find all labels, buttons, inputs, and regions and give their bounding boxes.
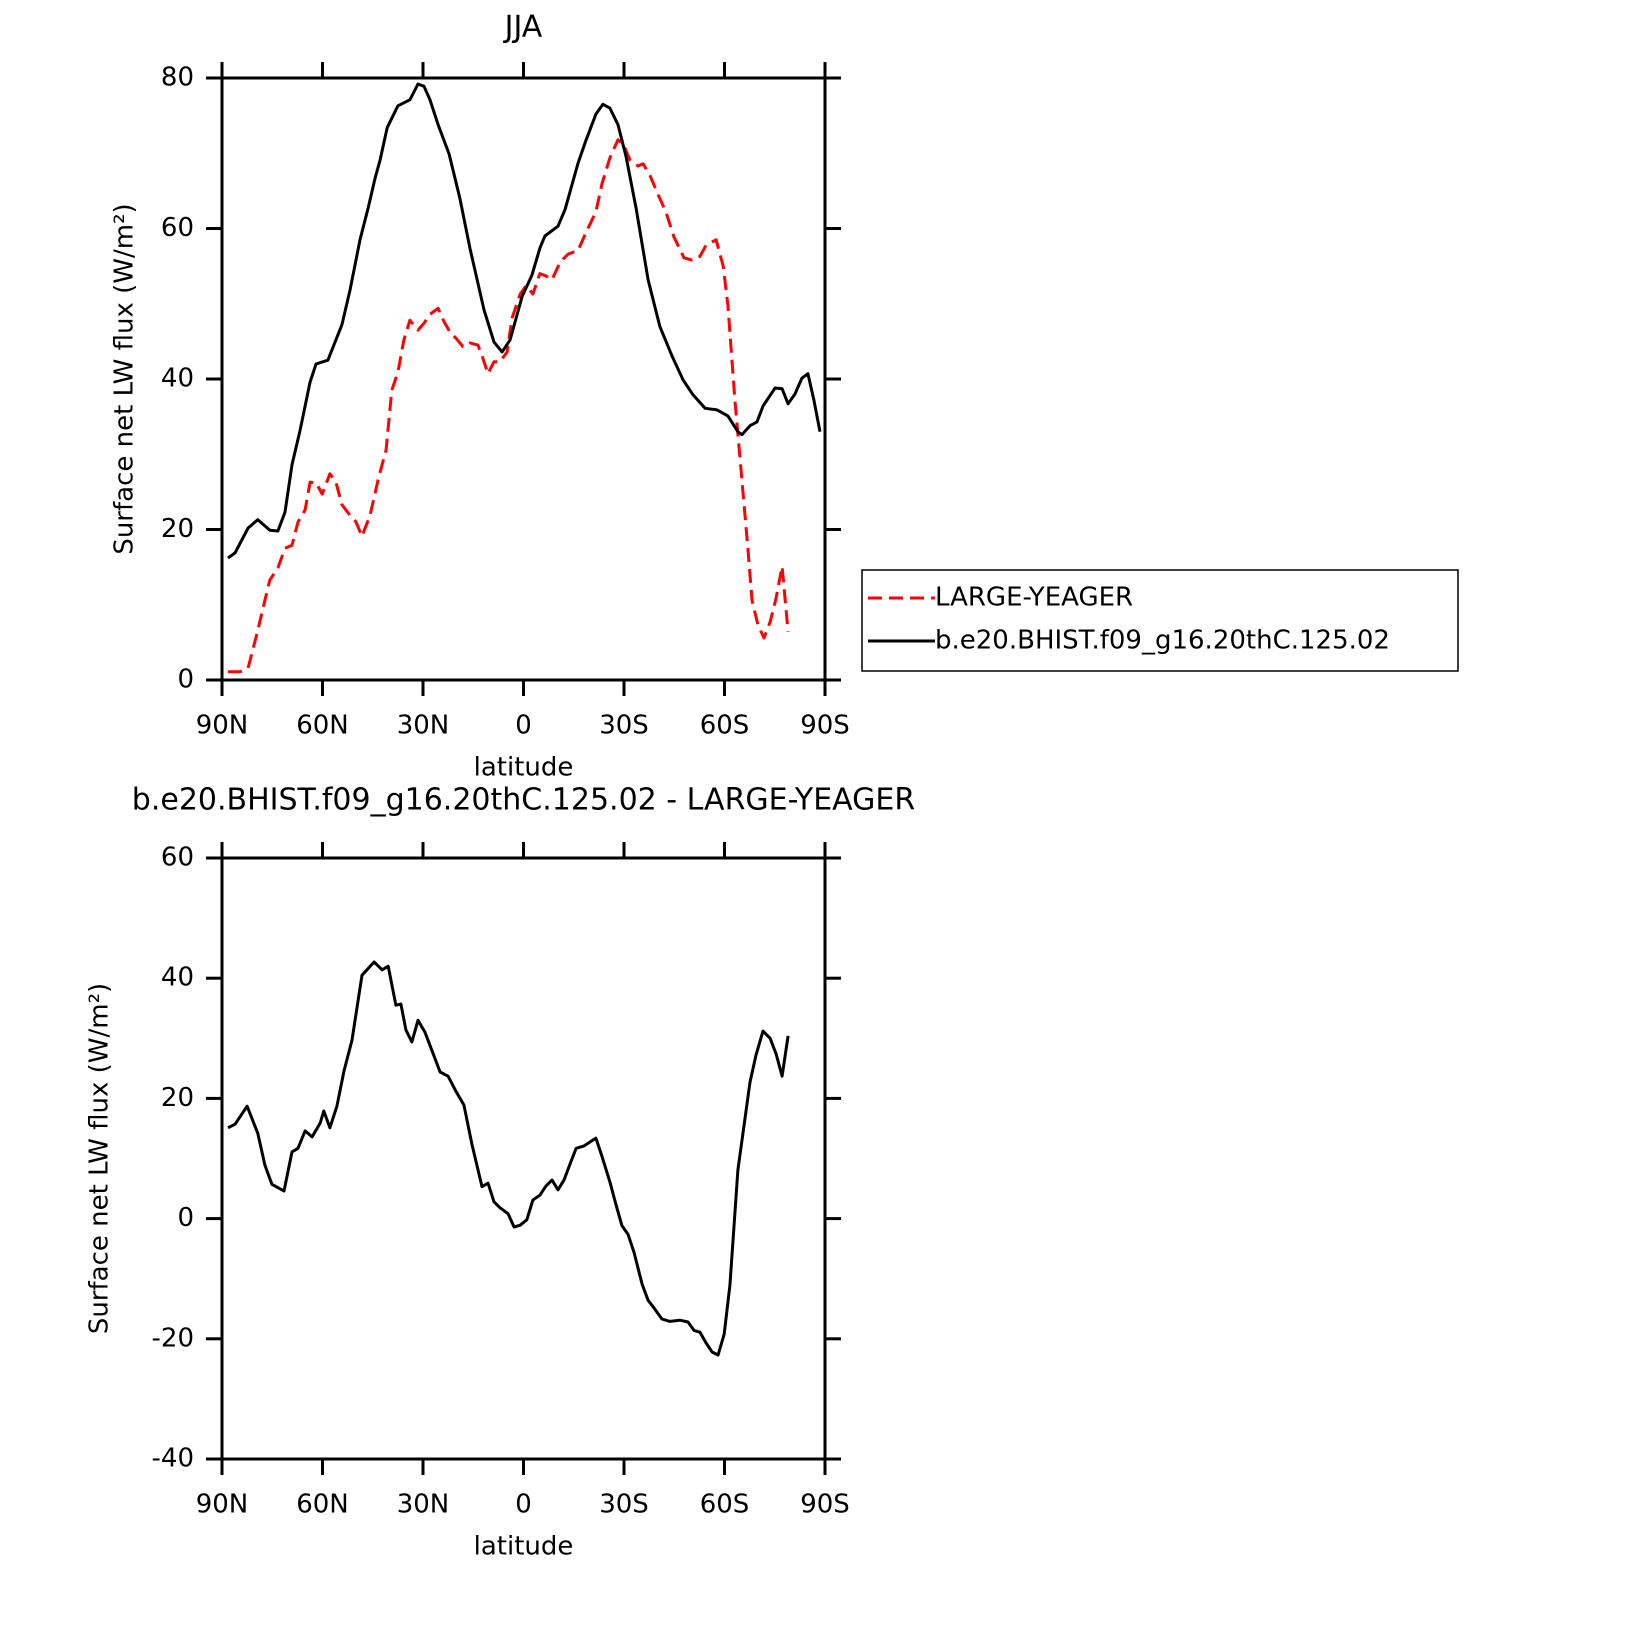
y-tick-label: 20 xyxy=(161,514,194,544)
data-line xyxy=(227,960,790,1357)
y-tick-label: 0 xyxy=(177,1203,194,1233)
plot: JJA latitude Surface net LW flux (W/m²) 90N… xyxy=(110,10,1459,783)
x-axis-label: latitude xyxy=(474,1532,574,1562)
x-tick-label: 60S xyxy=(700,711,750,741)
chart-title: JJA xyxy=(503,10,543,45)
x-tick-label: 90S xyxy=(800,1490,850,1520)
x-tick-label: 90N xyxy=(196,1490,249,1520)
plot: b.e20.BHIST.f09_g16.20thC.125.02 - LARGE… xyxy=(85,783,916,1562)
y-axis-label: Surface net LW flux (W/m²) xyxy=(85,983,115,1334)
plot-frame xyxy=(220,856,827,1461)
legend-label: b.e20.BHIST.f09_g16.20thC.125.02 xyxy=(935,626,1390,656)
chart-title: b.e20.BHIST.f09_g16.20thC.125.02 - LARGE… xyxy=(132,783,915,818)
y-axis-label: Surface net LW flux (W/m²) xyxy=(110,203,140,554)
y-tick-label: 80 xyxy=(161,63,194,93)
legend: LARGE-YEAGER b.e20.BHIST.f09_g16.20thC.12… xyxy=(861,569,1459,672)
x-tick-label: 60S xyxy=(700,1490,750,1520)
x-tick-label: 90S xyxy=(800,711,850,741)
y-tick-label: 20 xyxy=(161,1083,194,1113)
x-tick-label: 30S xyxy=(599,711,649,741)
x-tick-label: 30N xyxy=(397,1490,450,1520)
y-tick-label: 60 xyxy=(161,213,194,243)
x-tick-label: 60N xyxy=(296,711,349,741)
y-tick-label: -40 xyxy=(152,1444,194,1474)
y-tick-label: 40 xyxy=(161,364,194,394)
y-tick-label: 40 xyxy=(161,963,194,993)
x-axis-label: latitude xyxy=(474,753,574,783)
data-line xyxy=(228,138,790,674)
x-tick-label: 30N xyxy=(397,711,450,741)
x-tick-label: 0 xyxy=(515,711,532,741)
data-line xyxy=(227,82,822,560)
x-tick-label: 30S xyxy=(599,1490,649,1520)
y-tick-label: 60 xyxy=(161,843,194,873)
x-tick-label: 0 xyxy=(515,1490,532,1520)
y-tick-label: 0 xyxy=(177,665,194,695)
x-tick-label: 60N xyxy=(296,1490,349,1520)
legend-label: LARGE-YEAGER xyxy=(935,583,1133,613)
y-tick-label: -20 xyxy=(152,1323,194,1353)
x-tick-label: 90N xyxy=(196,711,249,741)
legend-frame xyxy=(861,569,1459,672)
